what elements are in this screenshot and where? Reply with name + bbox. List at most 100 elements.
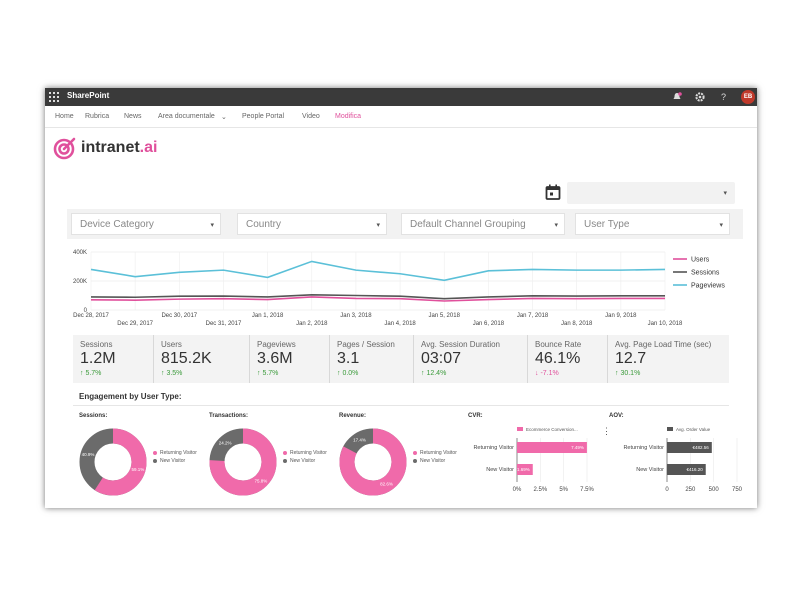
filter-device-category[interactable]: Device Category ▾ (71, 213, 221, 235)
divider (73, 405, 729, 406)
series-line-pageviews (90, 260, 666, 282)
legend-returning: Returning Visitor (413, 450, 457, 458)
category-label: New Visitor (636, 467, 664, 473)
x-tick-label: Dec 31, 2017 (206, 321, 242, 327)
nav-item-news[interactable]: News (124, 113, 142, 120)
avatar[interactable]: EB (741, 90, 755, 104)
kpi-value: 1.2M (80, 350, 116, 367)
kpi-title: Avg. Page Load Time (sec) (615, 340, 712, 349)
kpi-delta: ↑ 5.7% (80, 370, 102, 377)
donut-value-label: 59.1% (132, 467, 145, 472)
bar-value-label: €416.20 (686, 467, 703, 472)
donut-value-label: 24.2% (219, 441, 232, 446)
series-line-sessions (90, 293, 665, 300)
bar-value-label: 7.49% (571, 445, 584, 450)
app-brand[interactable]: SharePoint (67, 91, 110, 100)
x-tick-label: Jan 1, 2018 (252, 313, 284, 319)
x-tick-label: 0% (513, 487, 522, 493)
kpi-avg-page-load-time: Avg. Page Load Time (sec) 12.7 ↑ 30.1% (607, 335, 729, 383)
kpi-delta: ↑ 30.1% (615, 370, 641, 377)
kpi-bounce-rate: Bounce Rate 46.1% ↓ -7.1% (527, 335, 607, 383)
kpi-value: 3.1 (337, 350, 360, 367)
x-tick-label: Dec 28, 2017 (73, 313, 109, 319)
category-label: Returning Visitor (623, 445, 664, 451)
top-navigation: Home Rubrica News Area documentale ⌄ Peo… (45, 106, 757, 128)
revenue-donut-title: Revenue: (339, 413, 367, 419)
legend-swatch (667, 427, 673, 431)
nav-item-modifica[interactable]: Modifica (335, 113, 362, 120)
app-launcher-icon[interactable] (49, 92, 59, 102)
date-range-picker[interactable]: ▾ (545, 182, 735, 204)
kpi-delta: ↑ 3.5% (161, 370, 183, 377)
x-tick-label: 750 (732, 487, 743, 493)
revenue-donut-legend: Returning Visitor New Visitor (413, 450, 457, 466)
kpi-users: Users 815.2K ↑ 3.5% (153, 335, 249, 383)
filter-country[interactable]: Country ▾ (237, 213, 387, 235)
donut-slice-returning (79, 428, 147, 496)
chevron-down-icon: ▾ (719, 222, 723, 229)
legend-swatch (517, 427, 523, 431)
date-range-select[interactable]: ▾ (567, 182, 735, 204)
more-options-icon[interactable]: ⋮ (602, 426, 611, 436)
filter-default-channel-grouping[interactable]: Default Channel Grouping ▾ (401, 213, 565, 235)
y-tick-label: 400K (73, 250, 87, 256)
x-tick-label: Jan 7, 2018 (517, 313, 549, 319)
y-tick-label: 0 (84, 308, 88, 314)
gear-icon[interactable] (695, 92, 705, 104)
kpi-delta: ↑ 5.7% (257, 370, 279, 377)
nav-item-home[interactable]: Home (55, 113, 74, 120)
cvr-title: CVR: (468, 413, 483, 419)
kpi-sessions: Sessions 1.2M ↑ 5.7% (73, 335, 153, 383)
chevron-down-icon: ▾ (376, 222, 380, 229)
transactions-donut-legend: Returning Visitor New Visitor (283, 450, 327, 466)
legend-label: Sessions (691, 270, 720, 277)
x-tick-label: 2.5% (533, 487, 547, 493)
x-tick-label: Dec 30, 2017 (161, 313, 197, 319)
legend-returning: Returning Visitor (153, 450, 197, 458)
chevron-down-icon[interactable]: ⌄ (221, 114, 227, 121)
transactions-donut-chart: 75.8% 24.2% (209, 428, 277, 496)
legend-dot (283, 459, 287, 463)
chevron-down-icon[interactable]: ▾ (723, 190, 727, 197)
filter-label: Default Channel Grouping (410, 219, 526, 230)
legend-returning: Returning Visitor (283, 450, 327, 458)
kpi-title: Bounce Rate (535, 340, 582, 349)
legend-label: Avg. Order Value (676, 427, 711, 432)
chevron-down-icon: ▾ (210, 222, 214, 229)
nav-item-video[interactable]: Video (302, 113, 320, 120)
kpi-title: Pages / Session (337, 340, 395, 349)
nav-item-people-portal[interactable]: People Portal (242, 113, 285, 120)
x-tick-label: Jan 5, 2018 (429, 313, 461, 319)
kpi-pageviews: Pageviews 3.6M ↑ 5.7% (249, 335, 329, 383)
x-tick-label: Jan 3, 2018 (340, 313, 372, 319)
x-tick-label: 7.5% (580, 487, 594, 493)
suite-bar: SharePoint ? EB (45, 88, 757, 106)
help-icon[interactable]: ? (721, 92, 727, 102)
nav-item-rubrica[interactable]: Rubrica (85, 113, 110, 120)
kpi-title: Pageviews (257, 340, 296, 349)
notification-icon[interactable] (672, 92, 682, 104)
bar-value-label: 1.69% (517, 467, 530, 472)
bar (667, 464, 706, 475)
bar-value-label: €482.56 (693, 445, 710, 450)
nav-item-area-documentale[interactable]: Area documentale (158, 113, 215, 120)
bar (667, 442, 712, 453)
bar (517, 464, 533, 475)
donut-value-label: 17.4% (353, 437, 366, 442)
kpi-title: Users (161, 340, 182, 349)
legend-new: New Visitor (153, 458, 197, 466)
legend-dot (153, 459, 157, 463)
calendar-icon[interactable] (545, 184, 561, 200)
x-tick-label: Jan 2, 2018 (296, 321, 328, 327)
filter-label: Country (246, 219, 282, 230)
donut-value-label: 40.9% (82, 452, 95, 457)
sessions-donut-legend: Returning Visitor New Visitor (153, 450, 197, 466)
kpi-delta: ↑ 12.4% (421, 370, 447, 377)
x-tick-label: Dec 29, 2017 (117, 321, 153, 327)
filter-user-type[interactable]: User Type ▾ (575, 213, 730, 235)
legend-dot (153, 451, 157, 455)
category-label: Returning Visitor (473, 445, 514, 451)
chevron-down-icon: ▾ (554, 222, 558, 229)
x-tick-label: 250 (685, 487, 696, 493)
